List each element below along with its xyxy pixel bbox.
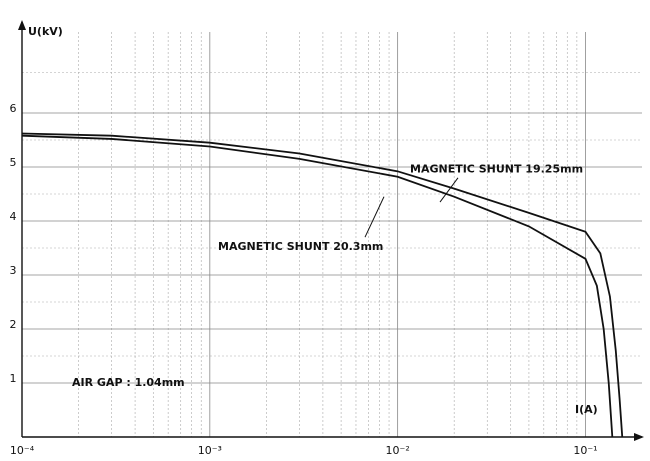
x-axis-arrow <box>634 433 644 441</box>
y-tick-label: 6 <box>10 102 17 115</box>
line-series <box>21 134 614 438</box>
x-tick-label: 10⁻⁴ <box>10 444 35 457</box>
x-tick-label: 10⁻³ <box>198 444 222 457</box>
annotation: AIR GAP : 1.04mm <box>72 376 185 389</box>
annotation: MAGNETIC SHUNT 19.25mm <box>410 163 583 176</box>
annotation-arrow <box>364 196 385 238</box>
y-tick-label: 2 <box>10 318 17 331</box>
y-tick-label: 4 <box>10 210 17 223</box>
y-axis-label: U(kV) <box>28 25 63 38</box>
annotation: MAGNETIC SHUNT 20.3mm <box>218 240 383 253</box>
annotation-arrow <box>439 177 459 203</box>
y-tick-label: 3 <box>10 264 17 277</box>
y-tick-label: 5 <box>10 156 17 169</box>
x-tick-label: 10⁻¹ <box>573 444 597 457</box>
y-tick-label: 1 <box>10 372 17 385</box>
line-series <box>21 132 624 438</box>
y-axis-arrow <box>18 20 26 30</box>
x-tick-label: 10⁻² <box>386 444 410 457</box>
x-axis-label: I(A) <box>575 403 598 416</box>
